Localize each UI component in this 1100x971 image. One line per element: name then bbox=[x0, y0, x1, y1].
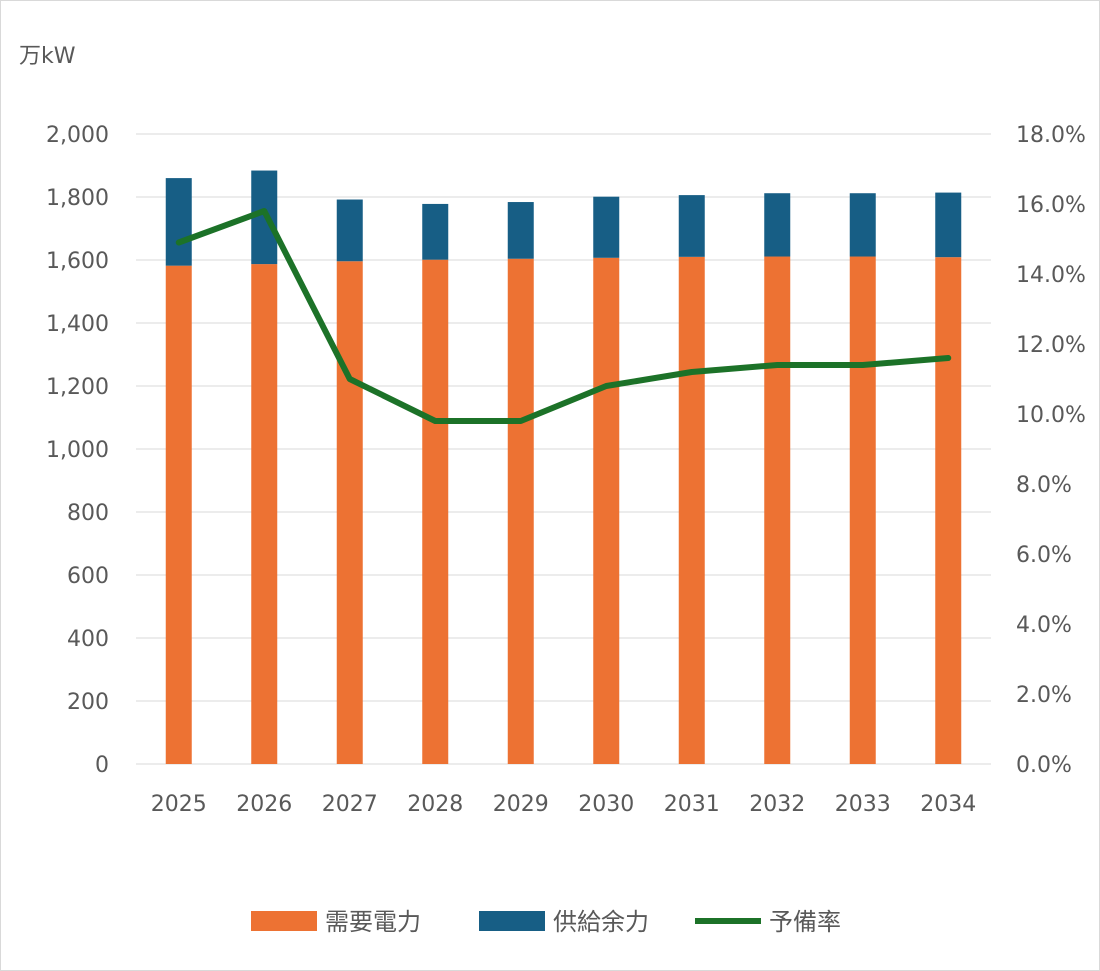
legend-swatch bbox=[479, 911, 545, 931]
y-tick-label: 0 bbox=[95, 753, 109, 778]
legend-swatch bbox=[251, 911, 317, 931]
axes: 万kW 0 200 400 600 800 1,000 1,200 1,400 1,600 1,8… bbox=[19, 44, 1086, 817]
y2-tick-label: 2.0% bbox=[1016, 683, 1072, 708]
legend-label: 予備率 bbox=[769, 908, 841, 936]
x-tick-label: 2029 bbox=[493, 792, 549, 817]
x-tick-label: 2030 bbox=[578, 792, 634, 817]
bar-surplus bbox=[935, 192, 962, 258]
y-tick-label: 1,000 bbox=[46, 438, 109, 463]
x-tick-label: 2026 bbox=[236, 792, 292, 817]
y-tick-label: 200 bbox=[67, 690, 109, 715]
bar-surplus bbox=[507, 202, 534, 259]
y2-tick-label: 8.0% bbox=[1016, 473, 1072, 498]
y-tick-label: 1,400 bbox=[46, 312, 109, 337]
x-tick-label: 2028 bbox=[407, 792, 463, 817]
y2-tick-label: 0.0% bbox=[1016, 753, 1072, 778]
bar-surplus bbox=[764, 193, 791, 257]
bars bbox=[165, 170, 962, 764]
y2-tick-label: 4.0% bbox=[1016, 613, 1072, 638]
reserve-rate-line bbox=[175, 208, 952, 424]
bar-surplus bbox=[422, 203, 449, 260]
y-axis-unit-label: 万kW bbox=[19, 44, 76, 69]
y2-tick-label: 6.0% bbox=[1016, 543, 1072, 568]
bar-demand bbox=[678, 256, 705, 764]
x-tick-label: 2027 bbox=[322, 792, 378, 817]
legend-label: 需要電力 bbox=[325, 908, 421, 936]
bar-surplus bbox=[593, 196, 620, 258]
bar-surplus bbox=[849, 193, 876, 257]
y-tick-label: 1,600 bbox=[46, 249, 109, 274]
bar-surplus bbox=[165, 178, 192, 266]
y2-tick-label: 16.0% bbox=[1016, 193, 1086, 218]
y-tick-label: 600 bbox=[67, 564, 109, 589]
bar-demand bbox=[251, 264, 278, 764]
y-tick-label: 1,200 bbox=[46, 375, 109, 400]
bar-demand bbox=[507, 258, 534, 764]
y2-tick-label: 10.0% bbox=[1016, 403, 1086, 428]
x-tick-label: 2032 bbox=[749, 792, 805, 817]
y2-tick-label: 12.0% bbox=[1016, 333, 1086, 358]
y-tick-label: 400 bbox=[67, 627, 109, 652]
bar-demand bbox=[764, 256, 791, 764]
bar-demand bbox=[935, 257, 962, 764]
x-tick-label: 2034 bbox=[920, 792, 976, 817]
line-series bbox=[175, 208, 952, 424]
x-tick-label: 2031 bbox=[664, 792, 720, 817]
y-tick-label: 2,000 bbox=[46, 123, 109, 148]
gridlines bbox=[136, 133, 991, 765]
bar-demand bbox=[593, 257, 620, 764]
y-tick-label: 800 bbox=[67, 501, 109, 526]
bar-demand bbox=[422, 259, 449, 764]
bar-demand bbox=[336, 261, 363, 764]
x-tick-label: 2025 bbox=[151, 792, 207, 817]
bar-demand bbox=[849, 256, 876, 764]
y-tick-label: 1,800 bbox=[46, 186, 109, 211]
bar-demand bbox=[165, 265, 192, 764]
x-tick-label: 2033 bbox=[835, 792, 891, 817]
y2-tick-label: 18.0% bbox=[1016, 123, 1086, 148]
bar-surplus bbox=[678, 195, 705, 257]
legend: 需要電力 供給余力 予備率 bbox=[251, 908, 841, 936]
bar-surplus bbox=[336, 199, 363, 262]
legend-label: 供給余力 bbox=[553, 908, 649, 936]
y2-tick-label: 14.0% bbox=[1016, 263, 1086, 288]
